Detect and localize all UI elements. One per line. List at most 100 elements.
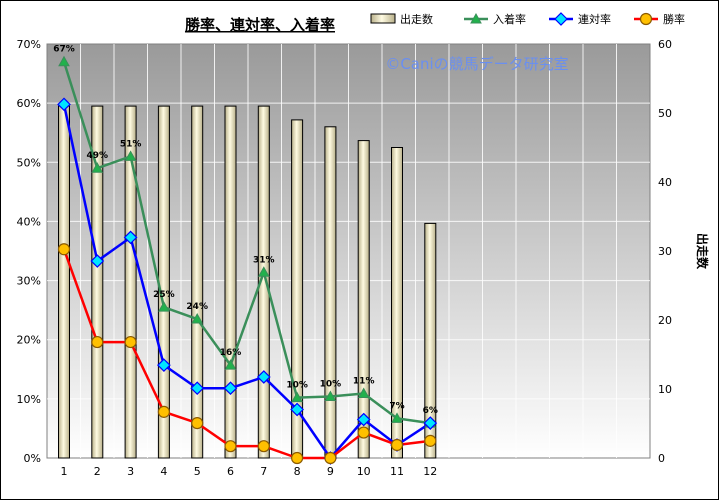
y-left-tick-label: 30% bbox=[17, 275, 41, 288]
data-label: 6% bbox=[423, 406, 438, 416]
x-tick-label: 1 bbox=[61, 465, 68, 478]
y-left-tick-label: 10% bbox=[17, 393, 41, 406]
marker-diamond bbox=[157, 358, 171, 372]
y-left-tick-label: 70% bbox=[17, 38, 41, 51]
marker-triangle bbox=[291, 391, 303, 403]
series-line bbox=[62, 104, 431, 460]
marker-diamond bbox=[290, 402, 304, 417]
data-label: 31% bbox=[253, 255, 275, 265]
line-markers bbox=[57, 55, 438, 465]
y-right-tick-label: 50 bbox=[658, 107, 672, 120]
bar bbox=[357, 140, 370, 459]
y-left-tick-label: 0% bbox=[24, 452, 41, 465]
data-label: 51% bbox=[120, 139, 142, 149]
marker-circle bbox=[639, 12, 653, 26]
bar bbox=[58, 105, 70, 459]
data-label: 49% bbox=[87, 151, 109, 161]
bar bbox=[424, 222, 437, 459]
y-right-tick-label: 60 bbox=[658, 38, 672, 51]
x-tick-label: 3 bbox=[127, 465, 134, 478]
marker-circle bbox=[191, 417, 204, 430]
marker-triangle bbox=[191, 312, 204, 324]
legend-label: 出走数 bbox=[400, 12, 433, 26]
marker-triangle bbox=[158, 301, 170, 312]
right-axis-label: 出走数 bbox=[695, 233, 710, 270]
marker-triangle bbox=[224, 359, 237, 370]
data-label: 10% bbox=[286, 381, 308, 391]
marker-circle bbox=[257, 440, 270, 453]
marker-triangle bbox=[91, 162, 104, 173]
marker-triangle bbox=[257, 266, 270, 277]
marker-circle bbox=[224, 440, 237, 453]
marker-circle bbox=[424, 434, 437, 447]
y-left-tick-label: 50% bbox=[17, 156, 41, 169]
bar bbox=[324, 126, 337, 459]
y-left-tick-label: 60% bbox=[17, 97, 41, 110]
marker-circle bbox=[91, 335, 104, 349]
bar bbox=[391, 147, 403, 459]
x-tick-label: 7 bbox=[260, 465, 267, 478]
bar bbox=[124, 105, 137, 459]
legend-swatch bbox=[370, 13, 396, 24]
x-tick-label: 8 bbox=[294, 465, 301, 478]
marker-diamond bbox=[57, 97, 71, 112]
bar bbox=[257, 105, 270, 459]
bar bbox=[224, 105, 237, 459]
marker-circle bbox=[124, 335, 137, 349]
marker-triangle bbox=[357, 387, 370, 399]
legend-label: 入着率 bbox=[493, 12, 526, 26]
marker-diamond bbox=[190, 381, 205, 396]
x-tick-label: 12 bbox=[423, 465, 437, 478]
marker-diamond bbox=[356, 412, 371, 427]
bar-series bbox=[58, 105, 437, 459]
marker-diamond bbox=[423, 416, 438, 430]
chart-title: 勝率、連対率、入着率 bbox=[185, 16, 335, 34]
y-left-tick-label: 20% bbox=[17, 334, 41, 347]
data-label: 11% bbox=[353, 377, 375, 387]
data-label: 24% bbox=[186, 302, 208, 312]
legend-label: 連対率 bbox=[578, 12, 611, 26]
marker-triangle bbox=[324, 390, 337, 401]
marker-circle bbox=[291, 451, 304, 465]
x-tick-label: 4 bbox=[160, 465, 167, 478]
y-right-tick-label: 30 bbox=[658, 245, 672, 258]
legend-label: 勝率 bbox=[663, 12, 685, 26]
data-label: 16% bbox=[220, 348, 242, 358]
x-tick-label: 10 bbox=[357, 465, 371, 478]
marker-diamond bbox=[554, 12, 568, 26]
marker-circle bbox=[157, 405, 170, 418]
gridlines bbox=[47, 44, 650, 458]
x-tick-label: 5 bbox=[194, 465, 201, 478]
x-tick-label: 2 bbox=[94, 465, 101, 478]
marker-circle bbox=[57, 243, 71, 256]
y-left-tick-label: 40% bbox=[17, 215, 41, 228]
marker-diamond bbox=[223, 381, 238, 396]
y-right-tick-label: 10 bbox=[658, 383, 672, 396]
marker-triangle bbox=[58, 55, 70, 67]
data-label: 25% bbox=[153, 290, 175, 300]
marker-triangle bbox=[470, 12, 482, 24]
marker-circle bbox=[390, 438, 404, 452]
marker-triangle bbox=[391, 412, 403, 423]
marker-triangle bbox=[124, 150, 137, 161]
bar bbox=[191, 105, 204, 459]
data-label: 10% bbox=[320, 379, 342, 389]
x-tick-label: 9 bbox=[327, 465, 334, 478]
marker-circle bbox=[357, 426, 370, 439]
bar bbox=[91, 105, 104, 459]
data-label: 7% bbox=[389, 401, 404, 411]
marker-diamond bbox=[256, 370, 271, 384]
y-right-tick-label: 20 bbox=[658, 314, 672, 327]
x-tick-label: 11 bbox=[390, 465, 404, 478]
marker-diamond bbox=[90, 254, 105, 268]
marker-diamond bbox=[123, 230, 138, 245]
marker-circle bbox=[324, 451, 337, 465]
data-label: 67% bbox=[53, 45, 75, 55]
x-tick-label: 6 bbox=[227, 465, 234, 478]
data-labels: 67% 49% 51% 25% 24% 16% 31% 10% 10% 11% 7% 6% bbox=[53, 45, 438, 416]
y-right-tick-label: 0 bbox=[658, 452, 665, 465]
y-right-tick-label: 40 bbox=[658, 176, 672, 189]
